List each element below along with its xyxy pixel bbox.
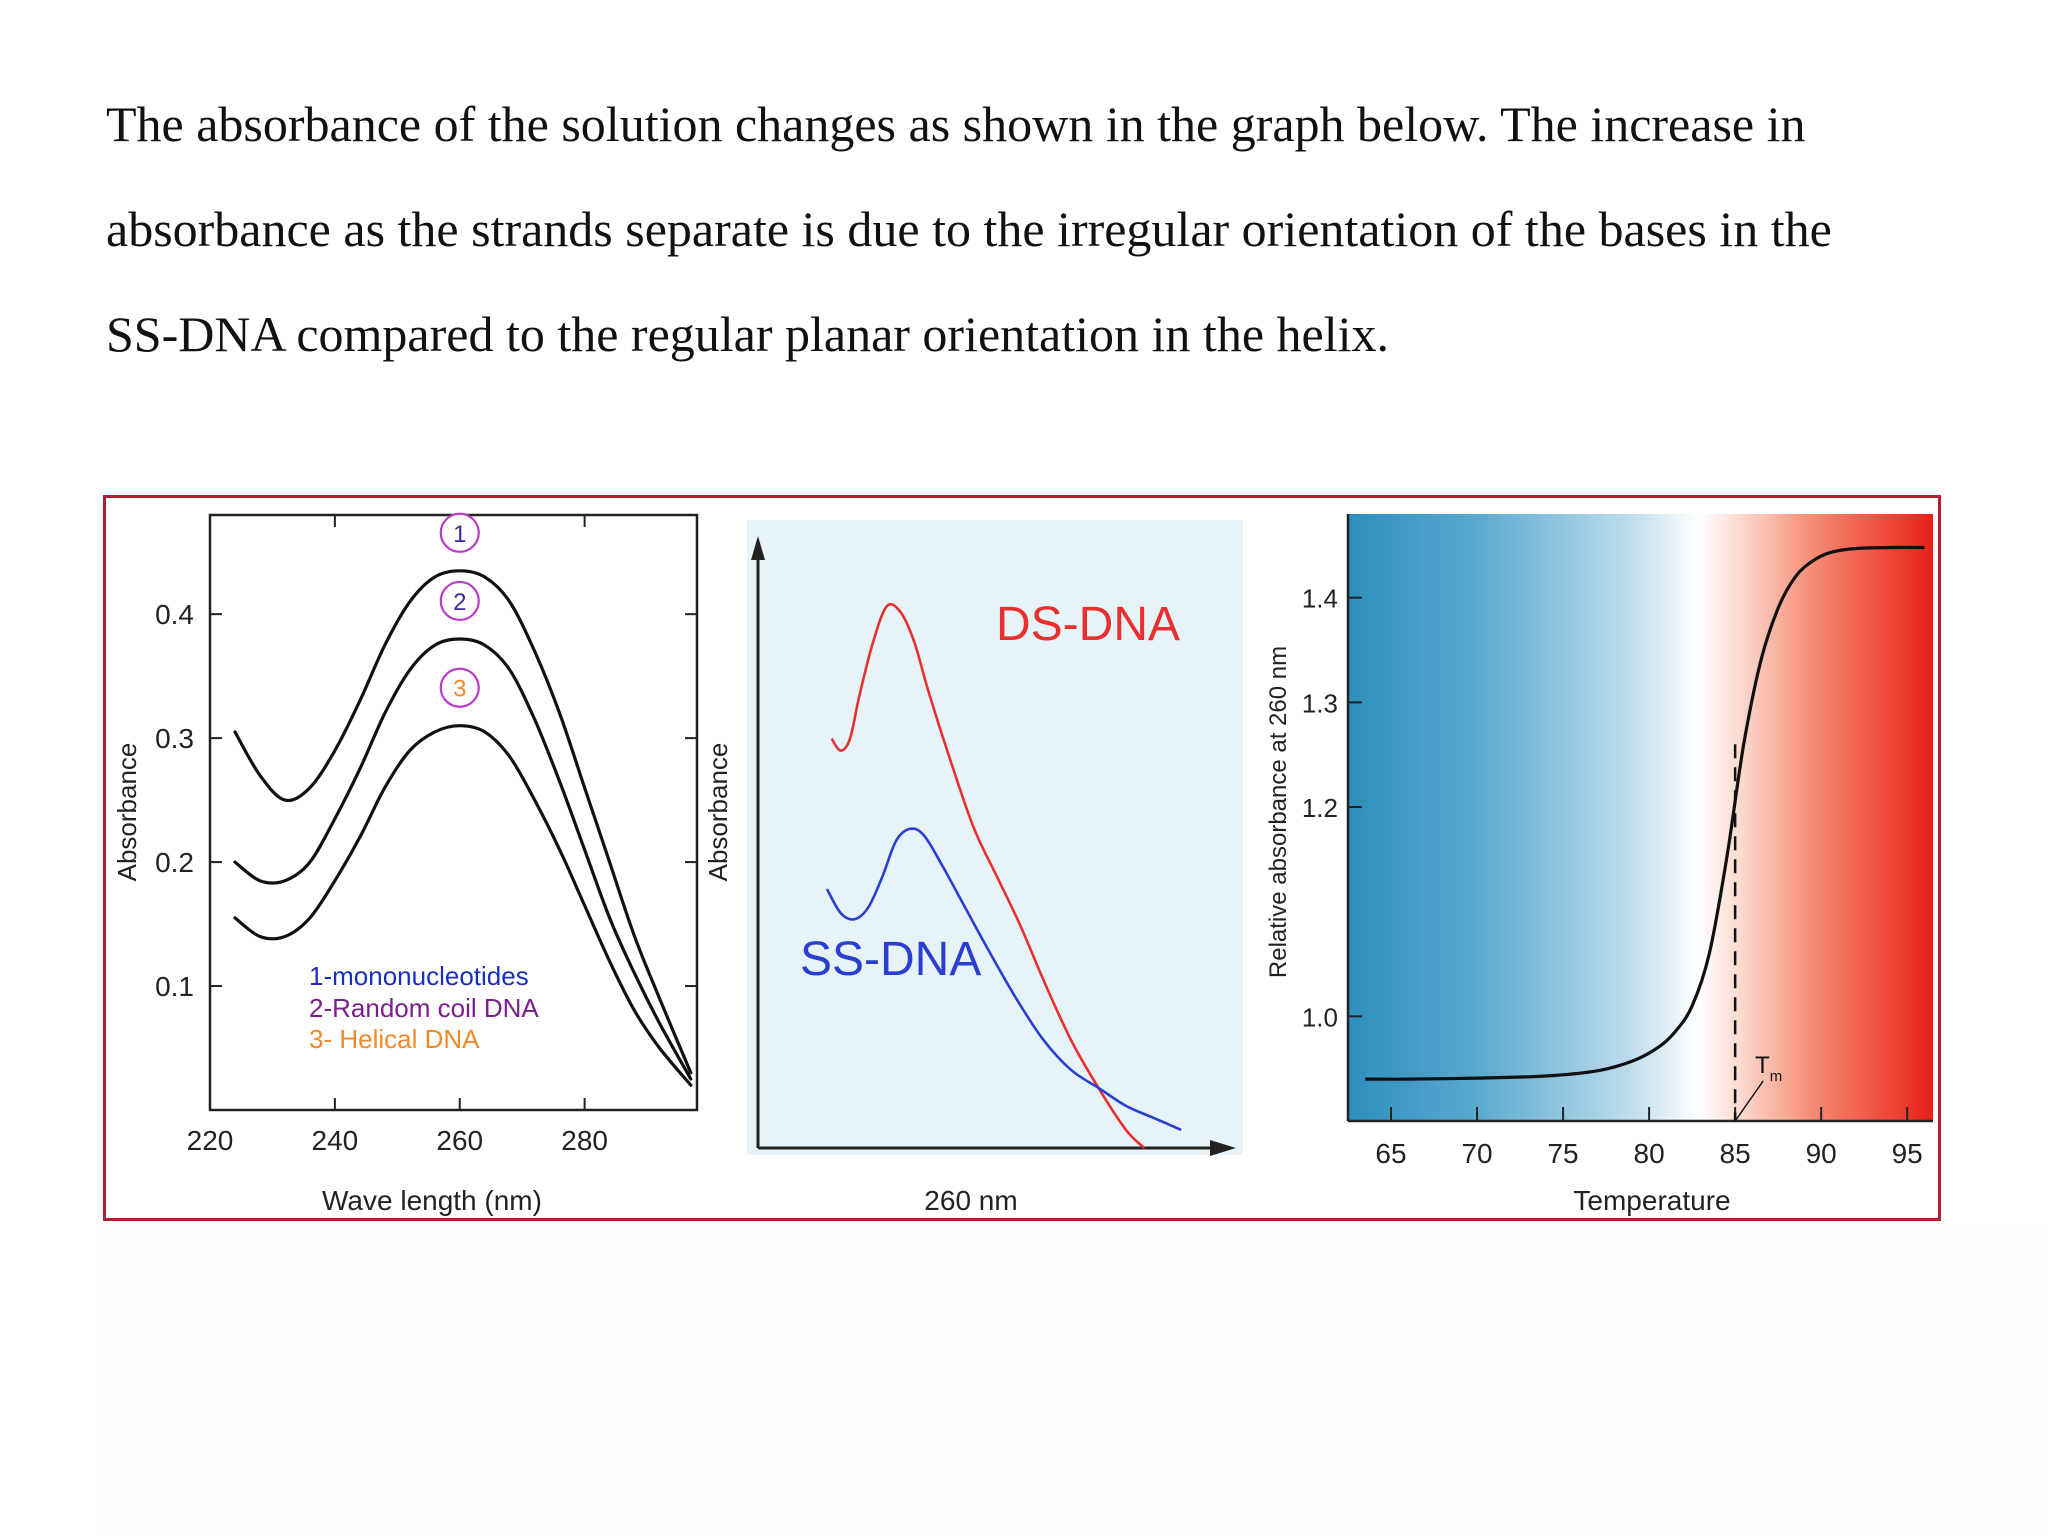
spectra-marker-circle [439,512,480,553]
figure-svg: 220 240 260 280 0.1 0.2 0.3 0.4 1 2 3 Absorbance … [112,512,1933,1216]
melting-x-tick-label: 85 [1720,1138,1751,1169]
figure-frame: 220 240 260 280 0.1 0.2 0.3 0.4 1 2 3 Absorbance … [103,495,1941,1221]
spectra-series-2 [233,637,693,1081]
paragraph-text: The absorbance of the solution changes a… [106,82,1986,397]
melting-y-tick-label: 1.4 [1302,584,1338,614]
melting-x-label: Temperature [1573,1185,1730,1216]
melting-x-tick-label: 90 [1806,1138,1837,1169]
spectra-x-label: Wave length (nm) [322,1185,542,1216]
spectra-marker-circle [439,580,480,622]
tm-subscript: m [1770,1068,1783,1085]
spectra-series-1 [233,569,693,1075]
ds-ss-chart: Absorbance 260 nm DS-DNA SS-DNA [703,520,1243,1216]
melting-x-tick-label: 80 [1634,1138,1665,1169]
ds-ss-y-label: Absorbance [703,743,733,882]
spectra-marker-label: 3 [453,676,466,703]
melting-curve [1365,545,1925,1081]
spectra-x-tick-label: 260 [436,1125,483,1156]
melting-chart: 65 70 75 80 85 90 951.01.21.31.4 Tm Relative a… [1265,514,1933,1216]
melting-x-tick-label: 65 [1375,1138,1406,1169]
spectra-y-tick-label: 0.2 [155,847,194,878]
ss-dna-label: SS-DNA [800,933,981,986]
spectra-series-3 [233,724,693,1087]
paragraph-line-3: SS-DNA compared to the regular planar or… [106,306,1389,362]
spectra-y-label: Absorbance [112,743,142,882]
spectra-legend-3: 3- Helical DNA [309,1024,480,1054]
melting-y-tick-label: 1.3 [1302,688,1338,718]
spectra-y-tick-label: 0.1 [155,971,194,1002]
spectra-legend-2: 2-Random coil DNA [309,993,539,1023]
ds-ss-background [747,520,1243,1155]
melting-y-tick-label: 1.0 [1302,1002,1338,1032]
spectra-y-tick-label: 0.3 [155,723,194,754]
spectra-legend-1: 1-mononucleotides [309,961,529,991]
melting-curves [1365,545,1925,1081]
spectra-curves [233,569,693,1087]
spectra-marker-label: 1 [453,521,466,548]
ss-dna-curve [825,827,1182,1132]
melting-gradient-background [1348,514,1933,1121]
spectra-marker-circle [439,667,480,708]
spectra-markers: 1 2 3 [439,512,480,708]
spectra-y-tick-label: 0.4 [155,599,194,630]
spectra-x-tick-label: 220 [187,1125,234,1156]
ds-ss-y-arrow [751,536,765,560]
paragraph-line-2: absorbance as the strands separate is du… [106,201,1832,257]
melting-ticks: 65 70 75 80 85 90 95 1.0 1.2 1.3 1.4 [1302,584,1923,1169]
ds-dna-label: DS-DNA [996,598,1180,651]
paragraph-line-1: The absorbance of the solution changes a… [106,96,1806,152]
melting-y-tick-label: 1.2 [1302,793,1338,823]
lower-background-band [96,1225,2048,1536]
ds-ss-x-label: 260 nm [924,1185,1017,1216]
ds-ss-x-arrow [1210,1140,1236,1156]
melting-x-tick-label: 70 [1461,1138,1492,1169]
ds-ss-curves [825,602,1182,1149]
ds-dna-curve [830,602,1146,1149]
spectra-x-tick-label: 240 [312,1125,359,1156]
melting-x-tick-label: 75 [1547,1138,1578,1169]
spectra-ticks: 220 240 260 280 0.1 0.2 0.3 0.4 [155,515,697,1156]
spectra-marker-label: 2 [453,589,466,616]
melting-y-label: Relative absorbance at 260 nm [1265,646,1292,978]
tm-pointer [1734,1080,1764,1122]
melting-x-tick-label: 95 [1892,1138,1923,1169]
spectra-x-tick-label: 280 [561,1125,608,1156]
